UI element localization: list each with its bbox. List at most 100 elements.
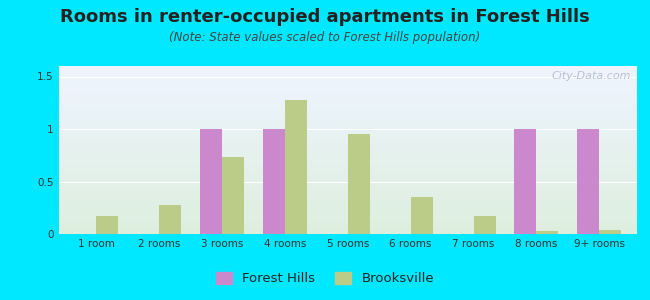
Bar	[58, 232, 637, 234]
Bar	[58, 227, 637, 229]
Bar	[58, 175, 637, 177]
Bar	[285, 100, 307, 234]
Bar	[58, 74, 637, 76]
Bar	[58, 136, 637, 138]
Bar	[58, 138, 637, 140]
Bar	[58, 96, 637, 98]
Bar	[58, 165, 637, 167]
Bar	[58, 80, 637, 81]
Bar	[58, 177, 637, 178]
Bar	[58, 76, 637, 78]
Bar	[58, 81, 637, 83]
Bar	[58, 170, 637, 172]
Bar	[58, 173, 637, 175]
Bar	[58, 231, 637, 232]
Bar	[58, 178, 637, 180]
Bar	[200, 129, 222, 234]
Bar	[58, 148, 637, 150]
Bar	[58, 135, 637, 136]
Bar	[58, 145, 637, 147]
Bar	[58, 120, 637, 122]
Bar	[58, 158, 637, 160]
Bar	[222, 157, 244, 234]
Bar	[58, 123, 637, 125]
Bar	[58, 66, 637, 68]
Bar	[58, 222, 637, 224]
Bar	[58, 111, 637, 113]
Legend: Forest Hills, Brooksville: Forest Hills, Brooksville	[211, 266, 439, 290]
Bar	[411, 197, 433, 234]
Bar	[58, 212, 637, 214]
Bar	[58, 172, 637, 173]
Bar	[58, 150, 637, 152]
Bar	[58, 100, 637, 101]
Bar	[58, 89, 637, 91]
Bar	[58, 169, 637, 170]
Bar	[58, 140, 637, 142]
Text: City-Data.com: City-Data.com	[552, 71, 631, 81]
Bar	[58, 103, 637, 105]
Text: Rooms in renter-occupied apartments in Forest Hills: Rooms in renter-occupied apartments in F…	[60, 8, 590, 26]
Bar	[58, 195, 637, 197]
Bar	[58, 71, 637, 73]
Bar	[58, 108, 637, 110]
Bar	[348, 134, 370, 234]
Bar	[58, 217, 637, 219]
Bar	[58, 125, 637, 127]
Bar	[514, 129, 536, 234]
Bar	[58, 93, 637, 94]
Bar	[58, 131, 637, 133]
Bar	[58, 206, 637, 207]
Bar	[58, 130, 637, 131]
Bar	[599, 230, 621, 234]
Bar	[58, 215, 637, 217]
Bar	[58, 226, 637, 227]
Bar	[58, 194, 637, 195]
Bar	[58, 162, 637, 164]
Bar	[58, 127, 637, 128]
Bar	[58, 219, 637, 220]
Bar	[58, 133, 637, 135]
Bar	[58, 229, 637, 231]
Bar	[58, 157, 637, 158]
Bar	[58, 69, 637, 71]
Bar	[58, 167, 637, 169]
Bar	[58, 214, 637, 215]
Bar	[58, 85, 637, 86]
Bar	[58, 204, 637, 206]
Bar	[58, 118, 637, 120]
Bar	[58, 185, 637, 187]
Bar	[58, 88, 637, 89]
Bar	[96, 216, 118, 234]
Bar	[58, 110, 637, 111]
Bar	[58, 160, 637, 162]
Bar	[536, 231, 558, 234]
Bar	[159, 205, 181, 234]
Bar	[58, 73, 637, 74]
Bar	[58, 106, 637, 108]
Bar	[58, 122, 637, 123]
Bar	[473, 216, 495, 234]
Bar	[58, 155, 637, 157]
Bar	[58, 116, 637, 118]
Bar	[58, 211, 637, 212]
Bar	[58, 220, 637, 222]
Bar	[58, 143, 637, 145]
Bar	[58, 202, 637, 204]
Bar	[58, 105, 637, 106]
Bar	[58, 86, 637, 88]
Bar	[58, 78, 637, 80]
Bar	[58, 94, 637, 96]
Bar	[58, 189, 637, 190]
Bar	[58, 101, 637, 103]
Bar	[58, 152, 637, 153]
Bar	[58, 209, 637, 211]
Bar	[58, 207, 637, 209]
Bar	[58, 224, 637, 226]
Bar	[58, 192, 637, 194]
Bar	[58, 98, 637, 100]
Bar	[58, 147, 637, 148]
Bar	[58, 83, 637, 85]
Bar	[58, 199, 637, 200]
Bar	[577, 129, 599, 234]
